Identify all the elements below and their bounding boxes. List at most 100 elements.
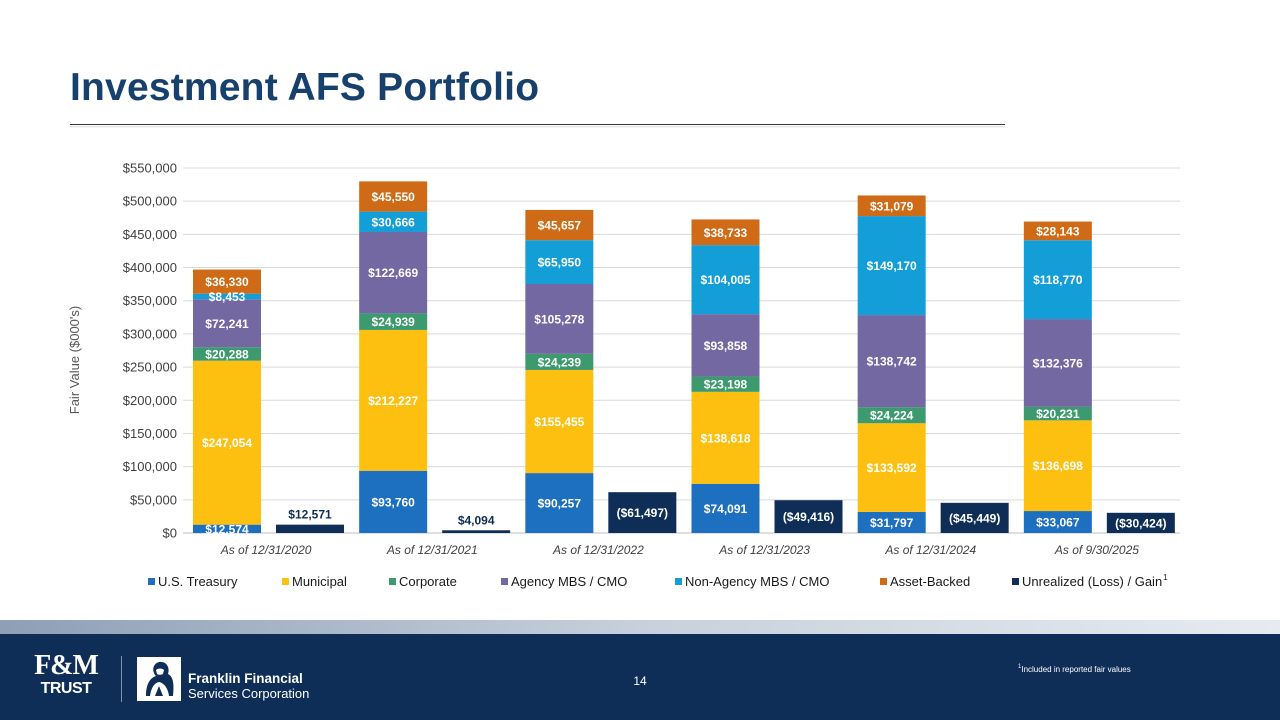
- data-label-unrealized: ($30,424): [1115, 516, 1166, 530]
- legend-swatch-municipal: [282, 578, 289, 585]
- bar-segment-asset_backed: [691, 219, 760, 246]
- footer-bar: [0, 634, 1280, 720]
- x-tick-label: As of 9/30/2025: [1054, 543, 1139, 557]
- data-label-municipal: $133,592: [867, 461, 917, 475]
- bar-segment-municipal: [193, 360, 261, 525]
- bar-segment-agency: [1023, 319, 1092, 407]
- bar-segment-corporate: [359, 313, 428, 330]
- legend-label-agency: Agency MBS / CMO: [511, 574, 627, 589]
- title-divider: [70, 124, 1005, 125]
- y-tick-label: $100,000: [123, 459, 177, 474]
- x-tick-label: As of 12/31/2020: [220, 543, 312, 557]
- bar-segment-asset_backed: [1023, 221, 1092, 241]
- bar-segment-municipal: [1023, 420, 1092, 512]
- x-tick-label: As of 12/31/2023: [718, 543, 810, 557]
- bar-segment-corporate: [691, 376, 760, 392]
- legend-label-treasury: U.S. Treasury: [158, 574, 238, 589]
- bar-segment-non_agency: [691, 245, 760, 315]
- bar-unrealized: [608, 492, 677, 533]
- legend-swatch-unrealized: [1012, 578, 1019, 585]
- legend-swatch-corporate: [389, 578, 396, 585]
- bar-segment-corporate: [857, 407, 926, 424]
- y-tick-label: $400,000: [123, 260, 177, 275]
- data-label-corporate: $24,239: [538, 355, 582, 369]
- data-label-municipal: $212,227: [368, 394, 418, 408]
- bar-segment-municipal: [691, 391, 760, 484]
- legend-label-unrealized: Unrealized (Loss) / Gain: [1022, 574, 1162, 589]
- data-label-asset_backed: $45,657: [538, 219, 582, 233]
- bar-unrealized: [276, 524, 344, 533]
- bar-unrealized: [442, 530, 511, 533]
- bar-segment-municipal: [525, 369, 594, 474]
- legend-swatch-agency: [501, 578, 508, 585]
- data-label-corporate: $20,231: [1036, 407, 1080, 421]
- bar-unrealized: [1106, 512, 1175, 533]
- title-divider-shadow: [70, 126, 1005, 128]
- footnote-text: Included in reported fair values: [1021, 665, 1131, 674]
- bar-segment-treasury: [193, 524, 261, 533]
- y-tick-label: $500,000: [123, 194, 177, 209]
- data-label-asset_backed: $36,330: [205, 275, 249, 289]
- data-label-treasury: $74,091: [704, 502, 748, 516]
- bar-unrealized: [774, 500, 843, 533]
- chart-bars: [193, 181, 1175, 533]
- bar-unrealized: [940, 502, 1009, 533]
- data-label-asset_backed: $28,143: [1036, 224, 1080, 238]
- bar-segment-asset_backed: [857, 195, 926, 217]
- bar-segment-corporate: [193, 347, 261, 361]
- footer-logo-divider: [121, 656, 122, 702]
- data-label-non_agency: $30,666: [371, 215, 415, 229]
- legend-label-asset_backed: Asset-Backed: [890, 574, 970, 589]
- data-label-unrealized: ($61,497): [617, 506, 668, 520]
- legend-swatch-treasury: [148, 578, 155, 585]
- data-label-agency: $132,376: [1033, 356, 1083, 370]
- y-axis-title: Fair Value ($000's): [67, 306, 82, 414]
- legend-superscript: 1: [1163, 573, 1168, 582]
- data-label-asset_backed: $45,550: [371, 190, 415, 204]
- data-label-asset_backed: $31,079: [870, 199, 914, 213]
- bar-segment-asset_backed: [525, 209, 594, 241]
- legend-swatch-non_agency: [675, 578, 682, 585]
- slide-title: Investment AFS Portfolio: [70, 66, 540, 109]
- x-axis: As of 12/31/2020 As of 12/31/2021 As of 12…: [220, 543, 1140, 557]
- legend-label-non_agency: Non-Agency MBS / CMO: [685, 574, 830, 589]
- legend-label-corporate: Corporate: [399, 574, 457, 589]
- company-name-line1: Franklin Financial: [188, 671, 303, 686]
- y-tick-label: $200,000: [123, 393, 177, 408]
- chart-gridlines: [183, 167, 1180, 534]
- fm-logo-bottom: TRUST: [40, 680, 92, 697]
- data-label-treasury: $90,257: [538, 497, 582, 511]
- data-label-treasury: $12,574: [205, 522, 249, 536]
- bar-segment-treasury: [525, 473, 594, 533]
- bar-segment-treasury: [691, 483, 760, 533]
- legend-swatch-asset_backed: [880, 578, 887, 585]
- data-label-unrealized: $4,094: [458, 513, 495, 527]
- bar-segment-corporate: [1023, 406, 1092, 421]
- company-name-line2: Services Corporation: [188, 686, 310, 701]
- bar-segment-treasury: [1023, 511, 1092, 533]
- x-tick-label: As of 12/31/2024: [884, 543, 976, 557]
- footer-gradient-band: [0, 620, 1280, 634]
- data-label-agency: $105,278: [534, 312, 584, 326]
- data-label-unrealized: $12,571: [288, 508, 332, 522]
- bar-segment-treasury: [359, 470, 428, 533]
- data-label-agency: $122,669: [368, 266, 418, 280]
- fm-trust-logo: F&M TRUST: [26, 652, 106, 704]
- y-tick-label: $300,000: [123, 326, 177, 341]
- fm-logo-top: F&M: [34, 650, 99, 681]
- data-label-corporate: $20,288: [205, 347, 249, 361]
- footnote-marker: 1: [1018, 664, 1022, 670]
- data-label-corporate: $24,939: [371, 315, 415, 329]
- data-label-non_agency: $8,453: [209, 290, 246, 304]
- data-label-agency: $72,241: [205, 317, 249, 331]
- page-number: 14: [633, 674, 647, 688]
- data-label-non_agency: $104,005: [700, 273, 750, 287]
- y-tick-label: $250,000: [123, 360, 177, 375]
- bar-segment-agency: [359, 231, 428, 314]
- y-tick-label: $550,000: [123, 161, 177, 176]
- data-label-corporate: $23,198: [704, 378, 748, 392]
- bar-segment-treasury: [857, 511, 926, 533]
- data-label-corporate: $24,224: [870, 409, 914, 423]
- bar-segment-non_agency: [525, 240, 594, 284]
- franklin-portrait-icon: [137, 657, 181, 701]
